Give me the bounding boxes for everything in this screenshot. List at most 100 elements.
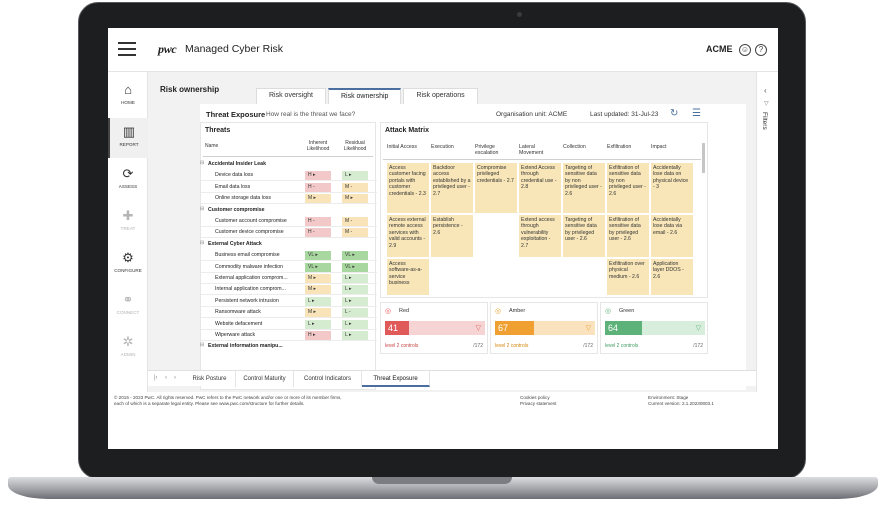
threat-row[interactable]: External application comprom... M ▸ L ▸ <box>201 273 377 284</box>
camera-icon <box>517 12 522 17</box>
version-info: Current version: 2.1.20230803.1 <box>648 401 714 406</box>
bottom-tab-control-maturity[interactable]: Control Maturity <box>236 371 294 387</box>
matrix-cell[interactable]: Access external remote access services w… <box>387 215 429 257</box>
refresh-icon[interactable]: ↻ <box>670 108 679 119</box>
nav-item-admin[interactable]: ✲ ADMIN <box>108 328 148 368</box>
threat-row[interactable]: Online storage data loss M ▸ M ▸ <box>201 193 377 205</box>
matrix-cell[interactable]: Accidentally lose data on physical devic… <box>651 163 693 213</box>
nav-item-configure[interactable]: ⚙ CONFIGURE <box>108 244 148 284</box>
threat-row[interactable]: Wiperware attack H ▸ L ▸ <box>201 330 377 341</box>
residual-likelihood: L ▸ <box>342 285 368 295</box>
collapse-icon[interactable]: ⊟ <box>200 239 205 246</box>
laptop-base <box>8 477 878 499</box>
score-card-amber[interactable]: ◎ Amber 67 ▽ level 2 controls/172 <box>490 302 598 354</box>
collapse-icon[interactable]: ⊟ <box>200 205 205 212</box>
score-value: 67 <box>498 323 509 333</box>
matrix-cell[interactable]: Access software-as-a-service business <box>387 259 429 295</box>
threat-row[interactable]: Ransomware attack M ▸ L - <box>201 307 377 319</box>
tabs-back-icon[interactable]: ‹ <box>165 375 167 381</box>
filters-label: Filters <box>761 112 768 130</box>
threat-row[interactable]: Device data loss H ▸ L ▸ <box>201 170 377 182</box>
collapse-icon[interactable]: ⊟ <box>200 160 205 166</box>
org-unit[interactable]: Organisation unit: ACME <box>496 111 567 118</box>
residual-line-1: Residual <box>345 140 365 146</box>
nav-item-assess[interactable]: ⟳ ASSESS <box>108 160 148 200</box>
inherent-likelihood: M ▸ <box>305 274 331 283</box>
collapse-icon[interactable]: ⊟ <box>200 342 205 349</box>
score-card-green[interactable]: ◎ Green 64 ▽ level 2 controls/172 <box>600 302 708 354</box>
nav-item-report[interactable]: ▥ REPORT <box>108 118 148 158</box>
menu-icon[interactable] <box>118 42 136 56</box>
matrix-cell[interactable]: Extend Access through credential use - 2… <box>519 163 561 213</box>
matrix-column-header: Initial Access <box>387 144 417 150</box>
matrix-cell[interactable]: Backdoor access established by a privile… <box>431 163 473 213</box>
threat-row[interactable]: Customer device compromise H - M - <box>201 227 377 239</box>
org-name[interactable]: ACME <box>706 44 733 54</box>
filter-icon: ▽ <box>764 101 769 107</box>
threat-name: Internal application comprom... <box>215 286 286 293</box>
laptop-notch <box>372 477 512 484</box>
matrix-cell[interactable]: Targeting of sensitive data by non privi… <box>563 163 605 213</box>
threat-row[interactable]: Persistent network intrusion L ▸ L ▸ <box>201 296 377 307</box>
matrix-cell[interactable]: Exfiltration over physical medium - 2.6 <box>607 259 649 295</box>
nav-item-connect[interactable]: ⚭ CONNECT <box>108 286 148 326</box>
bottom-tab-control-indicators[interactable]: Control Indicators <box>294 371 362 387</box>
bottom-tab-risk-posture[interactable]: Risk Posture <box>184 371 236 387</box>
threats-title: Threats <box>205 127 231 134</box>
vertical-scrollbar[interactable] <box>702 143 705 173</box>
threat-name: Persistent network intrusion <box>215 297 279 304</box>
nav-item-label: CONFIGURE <box>114 268 142 273</box>
attack-matrix-title: Attack Matrix <box>385 127 429 134</box>
assess-icon: ⟳ <box>122 166 134 181</box>
threat-row[interactable]: Commodity malware infection VL ▸ VL ▸ <box>201 262 377 273</box>
threat-row[interactable]: Customer account compromise H - M - <box>201 216 377 227</box>
threat-row[interactable]: Website defacement L ▸ L ▸ <box>201 319 377 330</box>
threat-row[interactable]: Email data loss H - M - <box>201 182 377 193</box>
tab-risk-oversight[interactable]: Risk oversight <box>256 88 326 104</box>
tabs-prev-icon[interactable]: |‹ <box>154 375 158 381</box>
threat-row[interactable]: Internal application comprom... M ▸ L ▸ <box>201 284 377 296</box>
tabs-forward-icon[interactable]: › <box>174 375 176 381</box>
tab-risk-ownership[interactable]: Risk ownership <box>327 88 402 104</box>
help-icon[interactable]: ? <box>755 44 767 56</box>
residual-likelihood: M - <box>342 217 368 226</box>
filter-icon[interactable]: ▽ <box>695 325 701 332</box>
tab-risk-operations[interactable]: Risk operations <box>403 88 478 104</box>
user-icon[interactable]: ☺ <box>739 44 751 56</box>
matrix-cell[interactable]: Extend access through vulnerability expl… <box>519 215 561 257</box>
filter-icon[interactable]: ▽ <box>585 325 591 332</box>
matrix-cell[interactable]: Exfiltration of sensitive data by non pr… <box>607 163 649 213</box>
treat-icon: ✚ <box>122 208 134 223</box>
home-icon: ⌂ <box>124 82 132 97</box>
inherent-likelihood: H - <box>305 217 331 226</box>
nav-item-label: ADMIN <box>120 352 136 357</box>
score-bar: 64 ▽ <box>605 321 705 335</box>
matrix-cell[interactable]: Application layer DDOS - 2.6 <box>651 259 693 295</box>
chevron-left-icon[interactable]: ‹ <box>764 86 767 95</box>
matrix-divider <box>383 159 701 160</box>
matrix-cell[interactable]: Targeting of sensitive data by privilege… <box>563 215 605 257</box>
bottom-tab-threat-exposure[interactable]: Threat Exposure <box>362 371 430 387</box>
list-view-icon[interactable]: ☰ <box>692 108 701 119</box>
matrix-cell[interactable]: Compromise privileged credentials - 2.7 <box>475 163 517 213</box>
threat-row[interactable]: Business email compromise VL ▸ VL ▸ <box>201 250 377 262</box>
threat-name: Customer account compromise <box>215 218 287 224</box>
last-updated-value: 31-Jul-23 <box>631 111 659 118</box>
connect-icon: ⚭ <box>122 292 134 307</box>
nav-item-home[interactable]: ⌂ HOME <box>108 76 148 116</box>
nav-item-label: REPORT <box>119 142 139 147</box>
nav-item-treat[interactable]: ✚ TREAT <box>108 202 148 242</box>
filter-icon[interactable]: ▽ <box>475 325 481 332</box>
score-controls-label: level 2 controls <box>605 343 639 349</box>
filters-pane[interactable]: ‹ ▽ Filters <box>756 72 778 392</box>
matrix-cell[interactable]: Accidentally lose data via email - 2.6 <box>651 215 693 257</box>
org-unit-label: Organisation unit: <box>496 111 547 118</box>
matrix-cell[interactable]: Access customer facing portals with cust… <box>387 163 429 213</box>
matrix-cell[interactable]: Exfiltration of sensitive data by privil… <box>607 215 649 257</box>
score-name: Green <box>619 308 635 314</box>
threat-name: Online storage data loss <box>215 195 271 202</box>
matrix-cell[interactable]: Establish persistence - 2.6 <box>431 215 473 257</box>
privacy-link[interactable]: Privacy statement <box>520 401 557 406</box>
cookies-link[interactable]: Cookies policy <box>520 395 550 400</box>
score-card-red[interactable]: ◎ Red 41 ▽ level 2 controls/172 <box>380 302 488 354</box>
